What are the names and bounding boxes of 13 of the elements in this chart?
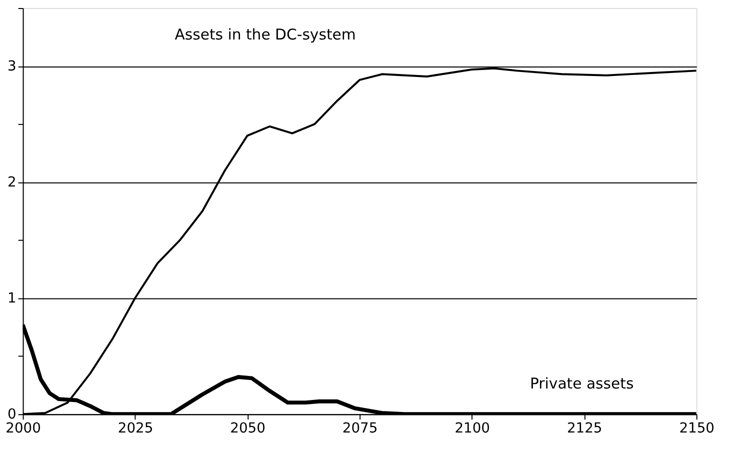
text: Assets in the DC-system [174,25,356,44]
x-tick-label: 2050 [230,420,266,436]
x-tick-label: 2075 [342,420,378,436]
x-tick-label: 2000 [6,420,41,436]
x-tick-label: 2150 [679,420,714,436]
y-tick-label: 3 [8,58,16,75]
x-tick-label: 2125 [566,420,602,436]
x-tick-label: 2025 [118,420,154,436]
y-tick-label: 2 [8,174,16,191]
series-label: Private assets [530,374,634,393]
y-tick-label: 0 [8,406,16,423]
x-tick-label: 2100 [454,420,490,436]
y-tick-label: 1 [8,290,16,307]
